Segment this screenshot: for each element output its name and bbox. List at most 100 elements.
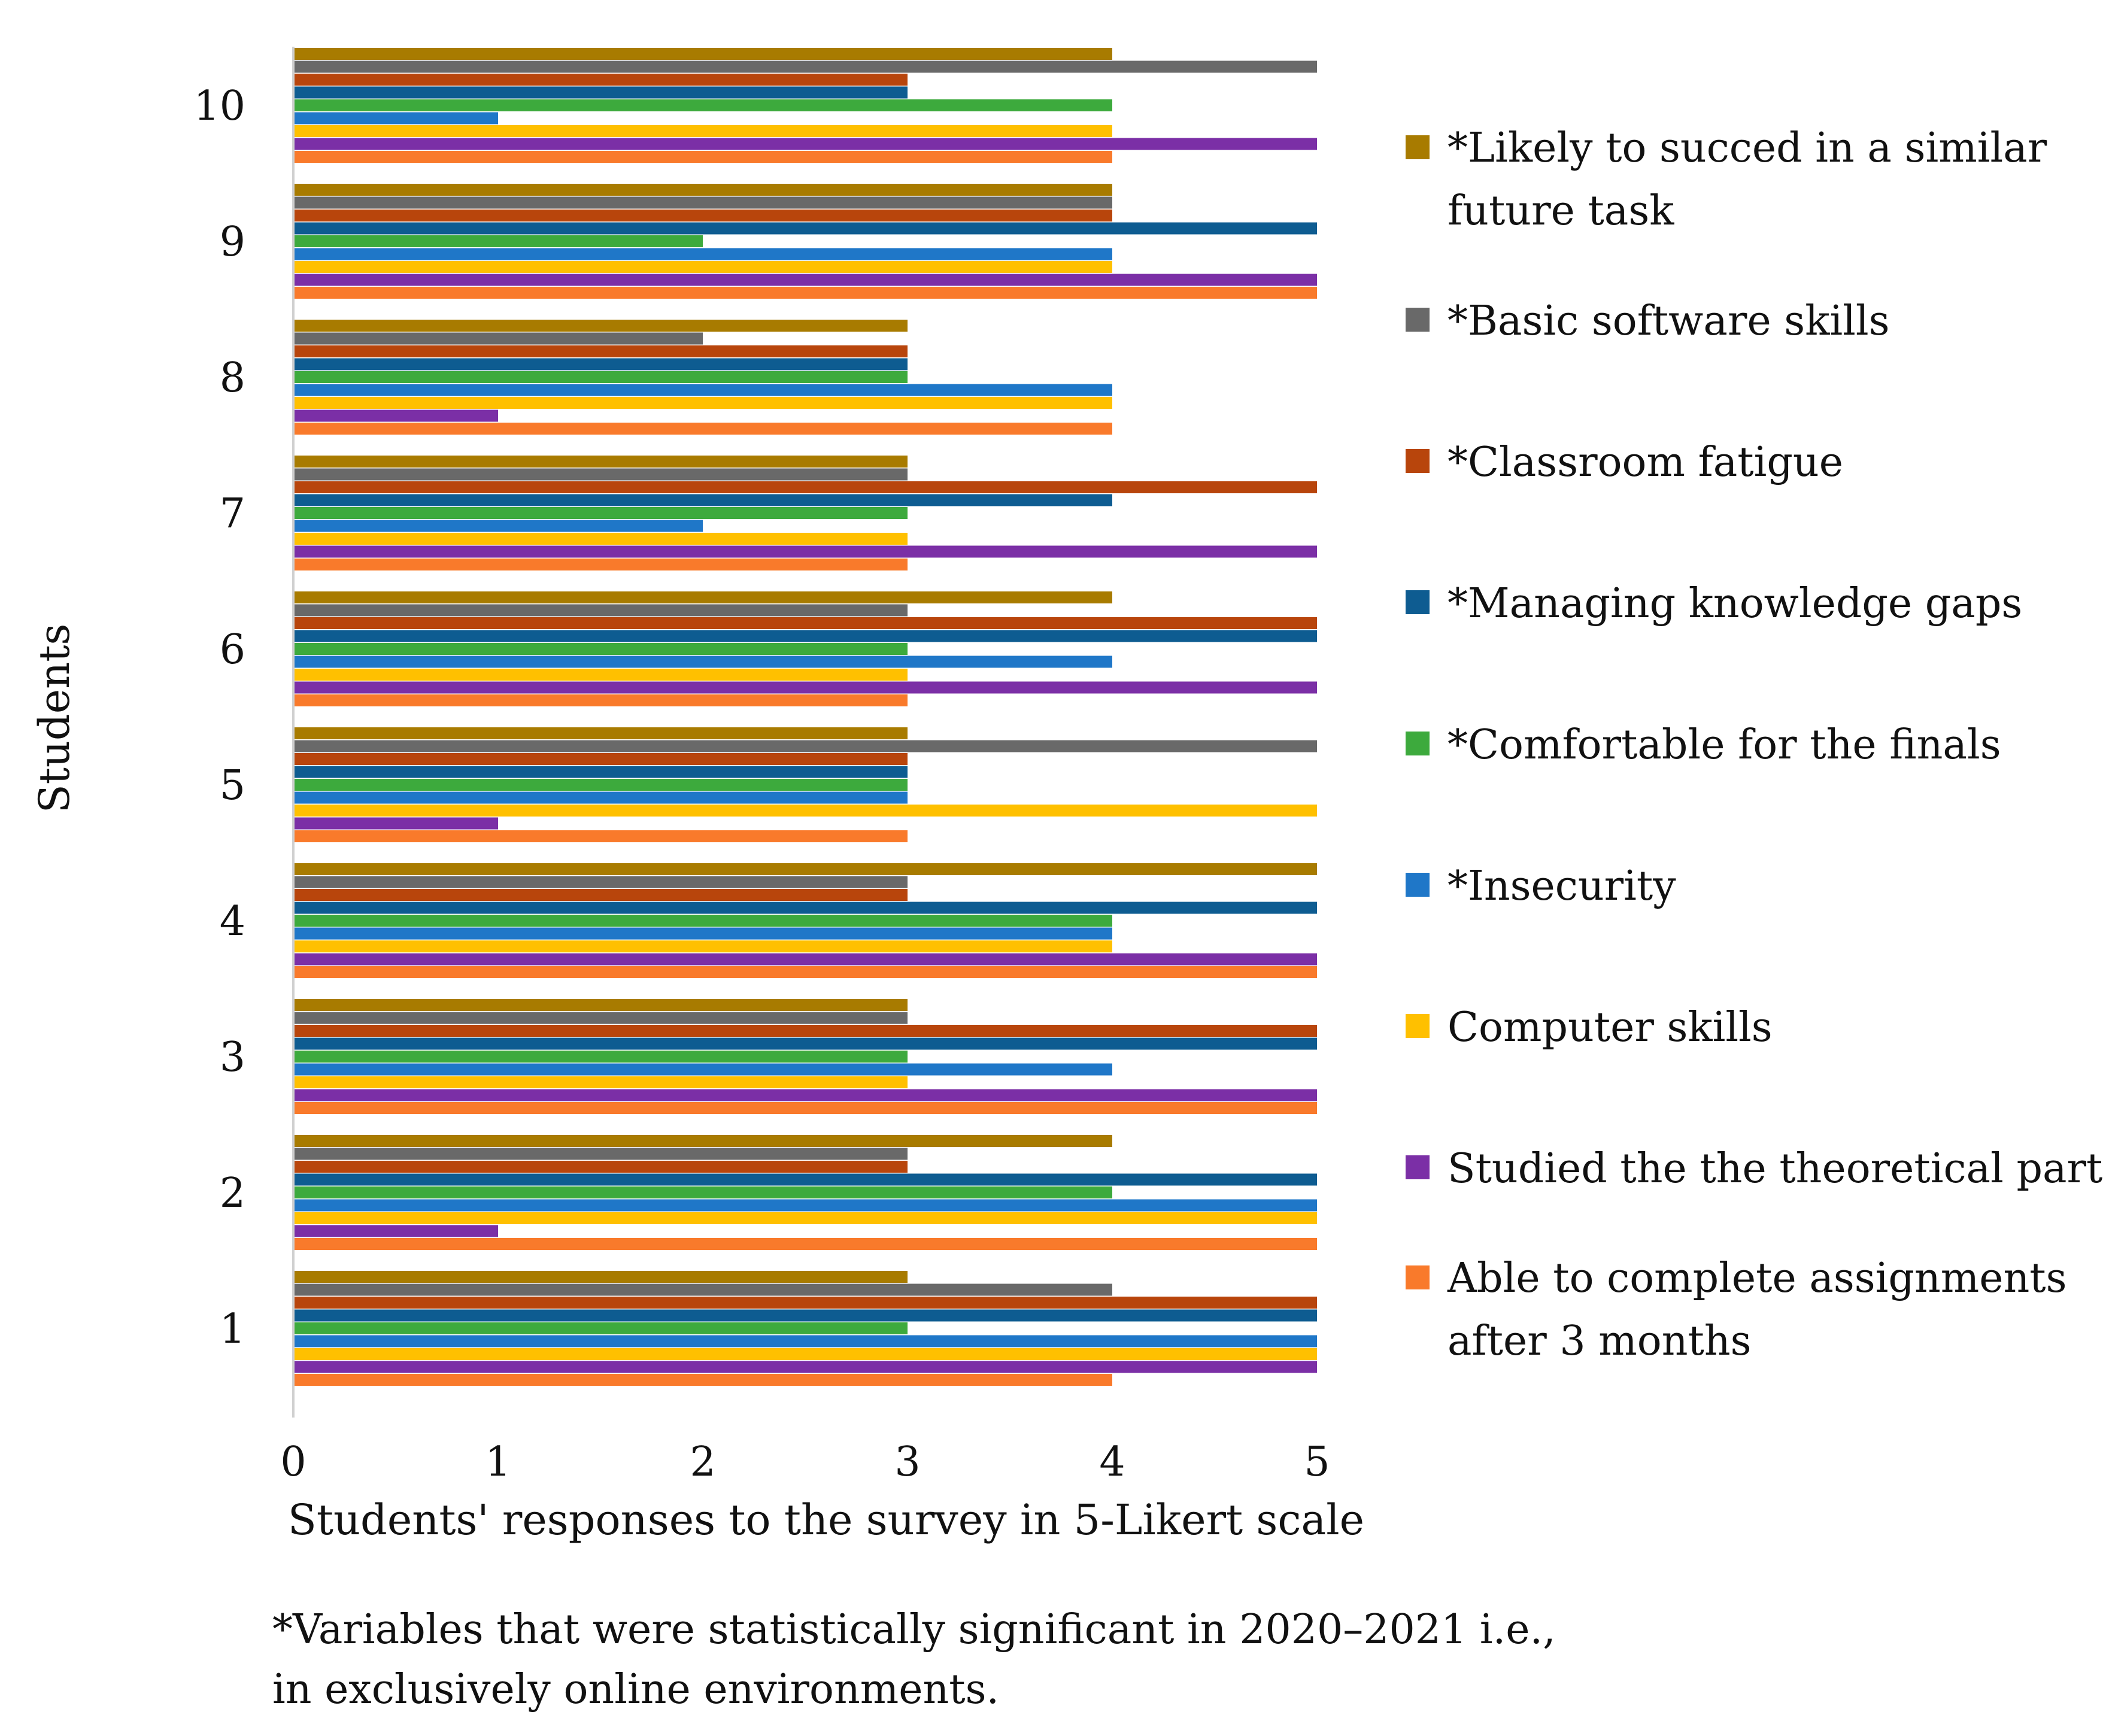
legend-item-8: Studied the the theoretical part bbox=[1406, 1145, 2102, 1192]
y-tick-label-6: 6 bbox=[220, 626, 245, 673]
bar-student-3-series-4 bbox=[293, 1063, 1112, 1076]
bar-student-8-series-2 bbox=[293, 409, 498, 422]
bar-student-4-series-9 bbox=[293, 863, 1317, 875]
bar-student-9-series-7 bbox=[293, 210, 1112, 221]
y-tick-label-4: 4 bbox=[220, 898, 245, 945]
bar-student-3-series-2 bbox=[293, 1089, 1317, 1101]
x-tick-label-3: 3 bbox=[894, 1438, 920, 1486]
bar-student-7-series-1 bbox=[293, 559, 908, 570]
bar-student-2-series-4 bbox=[293, 1199, 1317, 1212]
bars-layer bbox=[293, 48, 1317, 1386]
bar-student-9-series-9 bbox=[293, 184, 1112, 196]
legend-label-line: *Classroom fatigue bbox=[1447, 439, 1843, 486]
x-tick-label-2: 2 bbox=[690, 1438, 715, 1486]
legend-swatch bbox=[1406, 732, 1430, 755]
bar-student-5-series-8 bbox=[293, 740, 1317, 752]
bar-student-1-series-8 bbox=[293, 1283, 1112, 1296]
bar-student-4-series-5 bbox=[293, 915, 1112, 927]
bar-student-5-series-5 bbox=[293, 779, 908, 791]
bar-student-8-series-3 bbox=[293, 397, 1112, 409]
legend-label-line: after 3 months bbox=[1447, 1318, 1752, 1365]
y-tick-label-2: 2 bbox=[220, 1170, 245, 1217]
y-tick-label-5: 5 bbox=[220, 762, 245, 809]
legend-label-line: Able to complete assignments bbox=[1447, 1255, 2066, 1302]
bar-student-7-series-6 bbox=[293, 494, 1112, 506]
y-tick-labels: 1 2 3 4 5 6 7 8 9 10 bbox=[193, 83, 245, 1353]
bar-student-7-series-7 bbox=[293, 481, 1317, 493]
bar-student-10-series-7 bbox=[293, 74, 908, 86]
legend-label-line: *Likely to succed in a similar bbox=[1447, 125, 2047, 172]
bar-student-6-series-7 bbox=[293, 617, 1317, 629]
legend-item-5: *Comfortable for the finals bbox=[1406, 721, 2001, 769]
bar-student-6-series-2 bbox=[293, 681, 1317, 694]
bar-student-10-series-1 bbox=[293, 151, 1112, 163]
bar-student-7-series-5 bbox=[293, 507, 908, 519]
bar-student-5-series-9 bbox=[293, 727, 908, 739]
bar-student-9-series-5 bbox=[293, 235, 703, 247]
bar-student-10-series-6 bbox=[293, 86, 908, 99]
bar-student-2-series-9 bbox=[293, 1135, 1112, 1147]
bar-student-2-series-3 bbox=[293, 1212, 1317, 1224]
bar-student-8-series-6 bbox=[293, 358, 908, 371]
legend-label-line: *Insecurity bbox=[1447, 863, 1676, 910]
x-tick-label-1: 1 bbox=[485, 1438, 511, 1486]
bar-student-8-series-9 bbox=[293, 320, 908, 332]
legend-item-2: *Basic software skills bbox=[1406, 298, 1890, 345]
bar-student-3-series-8 bbox=[293, 1012, 908, 1024]
y-tick-label-3: 3 bbox=[220, 1034, 245, 1081]
bar-student-1-series-3 bbox=[293, 1348, 1317, 1360]
bar-student-10-series-9 bbox=[293, 48, 1112, 60]
legend-swatch bbox=[1406, 1155, 1430, 1179]
bar-student-8-series-5 bbox=[293, 371, 908, 383]
bar-student-1-series-6 bbox=[293, 1309, 1317, 1322]
bar-student-5-series-1 bbox=[293, 830, 908, 842]
bar-student-5-series-7 bbox=[293, 753, 908, 765]
bar-student-7-series-8 bbox=[293, 468, 908, 481]
y-axis-title: Students bbox=[30, 624, 79, 814]
bar-student-10-series-5 bbox=[293, 99, 1112, 111]
legend-item-7: Computer skills bbox=[1406, 1004, 1773, 1051]
footnote-line-1: *Variables that were statistically signi… bbox=[272, 1606, 1556, 1653]
bar-student-7-series-9 bbox=[293, 456, 908, 468]
bar-student-1-series-9 bbox=[293, 1271, 908, 1283]
bar-student-4-series-4 bbox=[293, 927, 1112, 940]
bar-student-4-series-7 bbox=[293, 889, 908, 901]
bar-student-4-series-3 bbox=[293, 940, 1112, 952]
bar-student-8-series-1 bbox=[293, 423, 1112, 435]
bar-student-8-series-8 bbox=[293, 332, 703, 345]
x-tick-label-5: 5 bbox=[1304, 1438, 1330, 1486]
bar-student-5-series-4 bbox=[293, 791, 908, 804]
bar-student-6-series-9 bbox=[293, 591, 1112, 603]
bar-student-9-series-6 bbox=[293, 222, 1317, 235]
legend-label-line: *Comfortable for the finals bbox=[1447, 721, 2001, 769]
bar-student-9-series-2 bbox=[293, 274, 1317, 286]
bar-student-1-series-5 bbox=[293, 1322, 908, 1334]
bar-student-8-series-7 bbox=[293, 345, 908, 357]
y-tick-label-10: 10 bbox=[193, 83, 245, 130]
bar-student-1-series-4 bbox=[293, 1335, 1317, 1347]
bar-student-10-series-3 bbox=[293, 125, 1112, 137]
bar-student-2-series-8 bbox=[293, 1148, 908, 1160]
legend-item-4: *Managing knowledge gaps bbox=[1406, 580, 2022, 627]
legend-swatch bbox=[1406, 308, 1430, 332]
bar-student-4-series-8 bbox=[293, 876, 908, 888]
bar-student-2-series-6 bbox=[293, 1173, 1317, 1186]
legend-swatch bbox=[1406, 135, 1430, 159]
legend-item-1: *Likely to succed in a similar future tas… bbox=[1406, 125, 2047, 235]
x-tick-label-4: 4 bbox=[1099, 1438, 1125, 1486]
bar-student-4-series-1 bbox=[293, 966, 1317, 978]
legend-label-line: Computer skills bbox=[1447, 1004, 1773, 1051]
legend-label-line: *Managing knowledge gaps bbox=[1447, 580, 2022, 627]
bar-student-2-series-2 bbox=[293, 1225, 498, 1237]
bar-student-9-series-3 bbox=[293, 261, 1112, 273]
bar-student-8-series-4 bbox=[293, 384, 1112, 396]
bar-student-3-series-3 bbox=[293, 1076, 908, 1088]
bar-student-5-series-2 bbox=[293, 817, 498, 830]
bar-student-5-series-3 bbox=[293, 805, 1317, 817]
bar-student-6-series-1 bbox=[293, 694, 908, 706]
legend-item-6: *Insecurity bbox=[1406, 863, 1676, 910]
bar-student-2-series-5 bbox=[293, 1186, 1112, 1198]
legend-swatch bbox=[1406, 1014, 1430, 1038]
